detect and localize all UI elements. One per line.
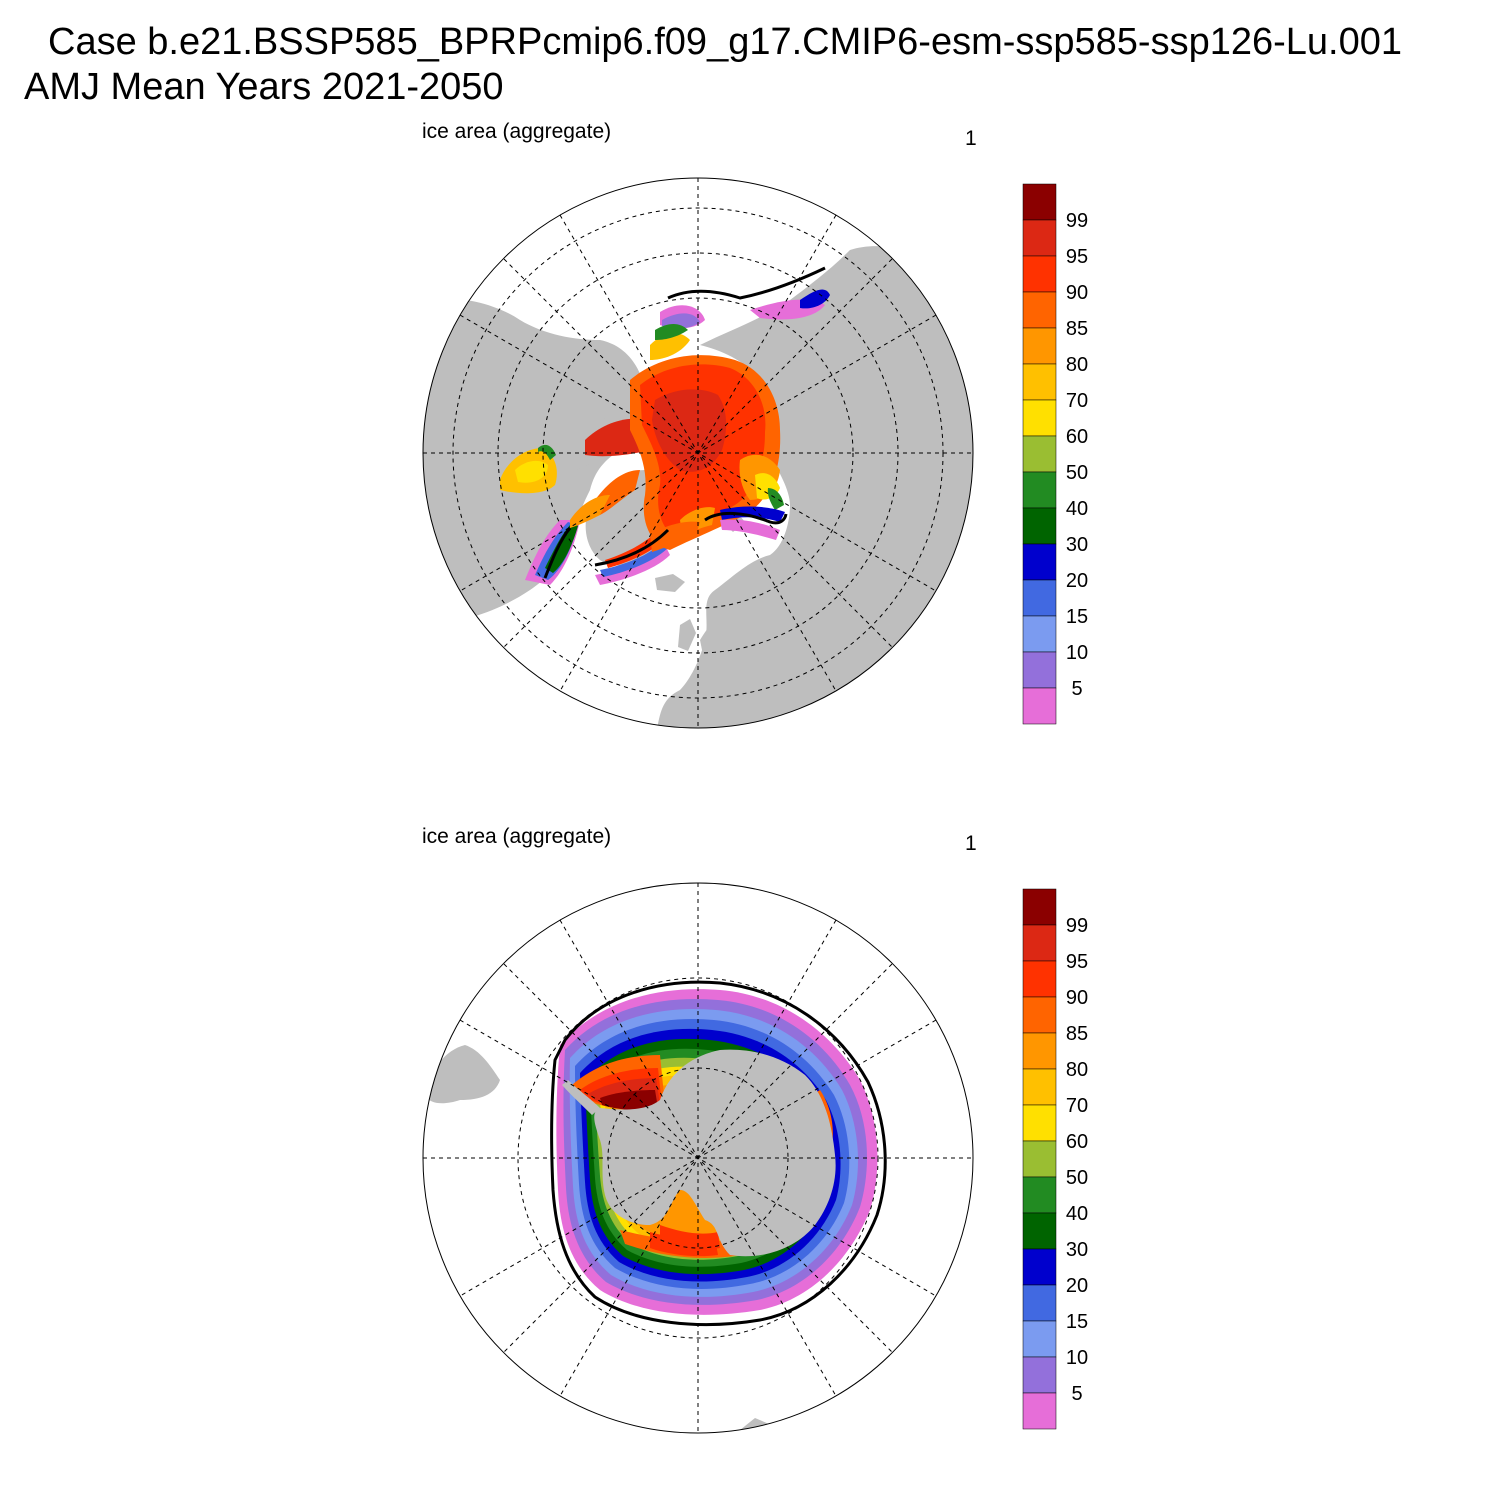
south-colorbar-tick-label: 30 <box>1066 1239 1088 1261</box>
south-colorbar-tick-label: 20 <box>1066 1275 1088 1297</box>
north-colorbar-box <box>1022 291 1057 329</box>
south-polar-map <box>422 882 974 1434</box>
south-colorbar-box <box>1022 1212 1057 1250</box>
north-colorbar-box <box>1022 363 1057 401</box>
north-panel-right-label: 1 <box>965 127 977 150</box>
north-colorbar-box <box>1022 435 1057 473</box>
south-graticule <box>423 883 973 1433</box>
south-colorbar-box <box>1022 888 1057 926</box>
north-colorbar-box <box>1022 471 1057 509</box>
south-colorbar-box <box>1022 1068 1057 1106</box>
north-map-border <box>422 177 974 729</box>
north-colorbar-box <box>1022 219 1057 257</box>
north-colorbar-box <box>1022 507 1057 545</box>
north-graticule <box>423 178 973 728</box>
south-colorbar-tick-label: 80 <box>1066 1059 1088 1081</box>
north-colorbar-tick-label: 20 <box>1066 570 1088 592</box>
south-colorbar-tick-label: 99 <box>1066 915 1088 937</box>
south-panel-right-label: 1 <box>965 832 977 855</box>
south-panel-title: ice area (aggregate) <box>422 825 612 848</box>
south-colorbar-box <box>1022 1140 1057 1178</box>
south-colorbar-tick-label: 50 <box>1066 1167 1088 1189</box>
south-colorbar-box <box>1022 1284 1057 1322</box>
north-ice-edge-contour <box>543 266 826 579</box>
north-colorbar-tick-label: 50 <box>1066 462 1088 484</box>
north-colorbar-tick-label: 90 <box>1066 282 1088 304</box>
figure-title-line-1: Case b.e21.BSSP585_BPRPcmip6.f09_g17.CMI… <box>48 21 1402 63</box>
north-colorbar-tick-label: 99 <box>1066 210 1088 232</box>
south-colorbar: 99 95 90 85 80 70 60 50 40 30 20 15 10 5 <box>1022 888 1088 1430</box>
north-colorbar-tick-label: 70 <box>1066 390 1088 412</box>
south-colorbar-box <box>1022 1176 1057 1214</box>
north-colorbar: 99 95 90 85 80 70 60 50 40 30 20 15 10 5 <box>1022 183 1088 725</box>
south-colorbar-box <box>1022 924 1057 962</box>
south-colorbar-tick-label: 70 <box>1066 1095 1088 1117</box>
north-colorbar-tick-label: 85 <box>1066 318 1088 340</box>
south-colorbar-tick-label: 90 <box>1066 987 1088 1009</box>
south-map-border <box>422 882 974 1434</box>
north-colorbar-tick-label: 80 <box>1066 354 1088 376</box>
north-colorbar-tick-label: 40 <box>1066 498 1088 520</box>
south-colorbar-box <box>1022 1356 1057 1394</box>
antarctic-peninsula <box>562 1080 600 1115</box>
south-ice-edge-contour <box>550 980 887 1327</box>
north-colorbar-box <box>1022 651 1057 689</box>
north-colorbar-tick-label: 5 <box>1071 678 1082 700</box>
north-colorbar-tick-label: 15 <box>1066 606 1088 628</box>
north-panel-title: ice area (aggregate) <box>422 120 612 143</box>
north-colorbar-tick-label: 30 <box>1066 534 1088 556</box>
south-colorbar-tick-label: 10 <box>1066 1347 1088 1369</box>
south-colorbar-box <box>1022 1032 1057 1070</box>
north-colorbar-box <box>1022 687 1057 725</box>
south-colorbar-tick-label: 5 <box>1071 1383 1082 1405</box>
north-colorbar-box <box>1022 579 1057 617</box>
north-colorbar-box <box>1022 543 1057 581</box>
north-colorbar-tick-label: 60 <box>1066 426 1088 448</box>
south-colorbar-box <box>1022 960 1057 998</box>
south-colorbar-tick-label: 40 <box>1066 1203 1088 1225</box>
south-colorbar-box <box>1022 1392 1057 1430</box>
south-colorbar-tick-label: 60 <box>1066 1131 1088 1153</box>
north-colorbar-box <box>1022 615 1057 653</box>
north-colorbar-tick-label: 95 <box>1066 246 1088 268</box>
south-colorbar-tick-label: 15 <box>1066 1311 1088 1333</box>
figure-title-line-2: AMJ Mean Years 2021-2050 <box>24 66 504 108</box>
south-colorbar-box <box>1022 996 1057 1034</box>
south-colorbar-box <box>1022 1248 1057 1286</box>
south-colorbar-tick-label: 85 <box>1066 1023 1088 1045</box>
south-colorbar-tick-label: 95 <box>1066 951 1088 973</box>
north-colorbar-box <box>1022 327 1057 365</box>
south-colorbar-box <box>1022 1320 1057 1358</box>
north-colorbar-box <box>1022 183 1057 221</box>
north-colorbar-box <box>1022 399 1057 437</box>
north-colorbar-box <box>1022 255 1057 293</box>
north-colorbar-tick-label: 10 <box>1066 642 1088 664</box>
north-polar-map <box>422 177 974 729</box>
south-colorbar-box <box>1022 1104 1057 1142</box>
